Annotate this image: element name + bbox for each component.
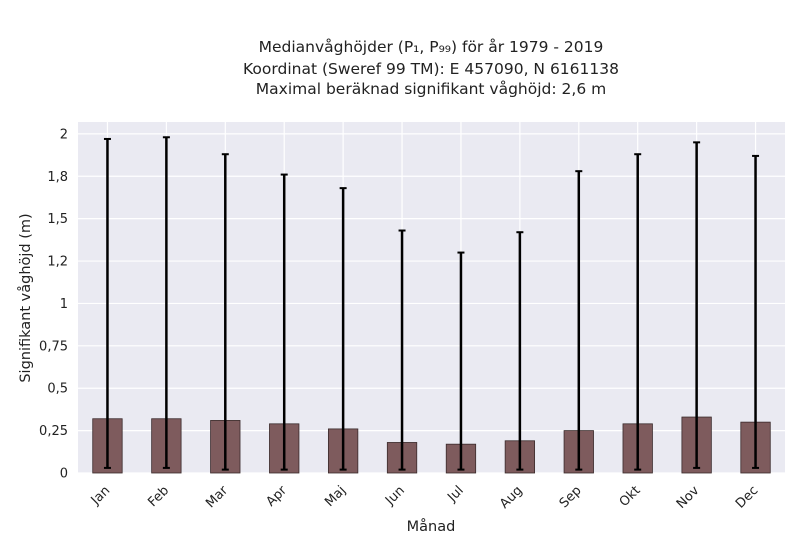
x-tick-label: Jun [382, 483, 408, 509]
x-tick-label: Mar [203, 483, 231, 511]
error-bar-apr [280, 173, 288, 471]
x-axis-label: Månad [407, 518, 456, 535]
error-bar-mar [221, 153, 229, 471]
y-tick-label: 0,75 [39, 339, 68, 354]
x-tick-label: Jan [88, 483, 113, 508]
x-tick-label: Okt [617, 483, 644, 510]
y-tick-label: 2 [60, 127, 68, 142]
error-bar-jul [457, 251, 465, 471]
chart-title-line-2: Koordinat (Sweref 99 TM): E 457090, N 61… [243, 60, 619, 78]
x-tick-label: Sep [557, 483, 585, 511]
error-bar-aug [516, 231, 524, 471]
x-tick-label: Feb [145, 483, 172, 510]
y-axis-label: Signifikant våghöjd (m) [17, 213, 34, 382]
y-tick-label: 0,25 [39, 424, 68, 439]
chart-title-line-3: Maximal beräknad signifikant våghöjd: 2,… [256, 80, 606, 98]
error-bars [103, 136, 760, 471]
x-axis-ticks: Jan Feb Mar Apr Maj Jun Jul Aug Sep Okt Nov Dec [88, 483, 762, 512]
error-bar-feb [162, 136, 170, 469]
error-bar-jan [103, 137, 111, 469]
y-tick-label: 1 [60, 297, 68, 312]
error-bar-sep [575, 170, 583, 471]
y-axis-ticks: 0 0,25 0,5 0,75 1 1,2 1,5 1,8 2 [39, 127, 68, 481]
y-tick-label: 1,2 [47, 255, 68, 270]
y-tick-label: 0,5 [47, 382, 68, 397]
x-tick-label: Nov [674, 483, 703, 512]
error-bar-jun [398, 229, 406, 471]
chart-title: Medianvåghöjder (P₁, P₉₉) för år 1979 - … [243, 38, 619, 98]
y-tick-label: 0 [60, 467, 68, 482]
error-bar-okt [634, 153, 642, 471]
x-tick-label: Dec [733, 483, 761, 511]
x-tick-label: Apr [264, 483, 291, 510]
error-bar-dec [752, 154, 760, 469]
x-tick-label: Maj [322, 483, 349, 510]
y-tick-label: 1,5 [47, 212, 68, 227]
plot-area [78, 122, 785, 473]
y-tick-label: 1,8 [47, 170, 68, 185]
x-tick-label: Aug [497, 483, 526, 512]
error-bar-maj [339, 187, 347, 471]
error-bar-nov [693, 141, 701, 469]
chart-title-line-1: Medianvåghöjder (P₁, P₉₉) för år 1979 - … [259, 38, 604, 56]
x-tick-label: Jul [444, 483, 466, 505]
